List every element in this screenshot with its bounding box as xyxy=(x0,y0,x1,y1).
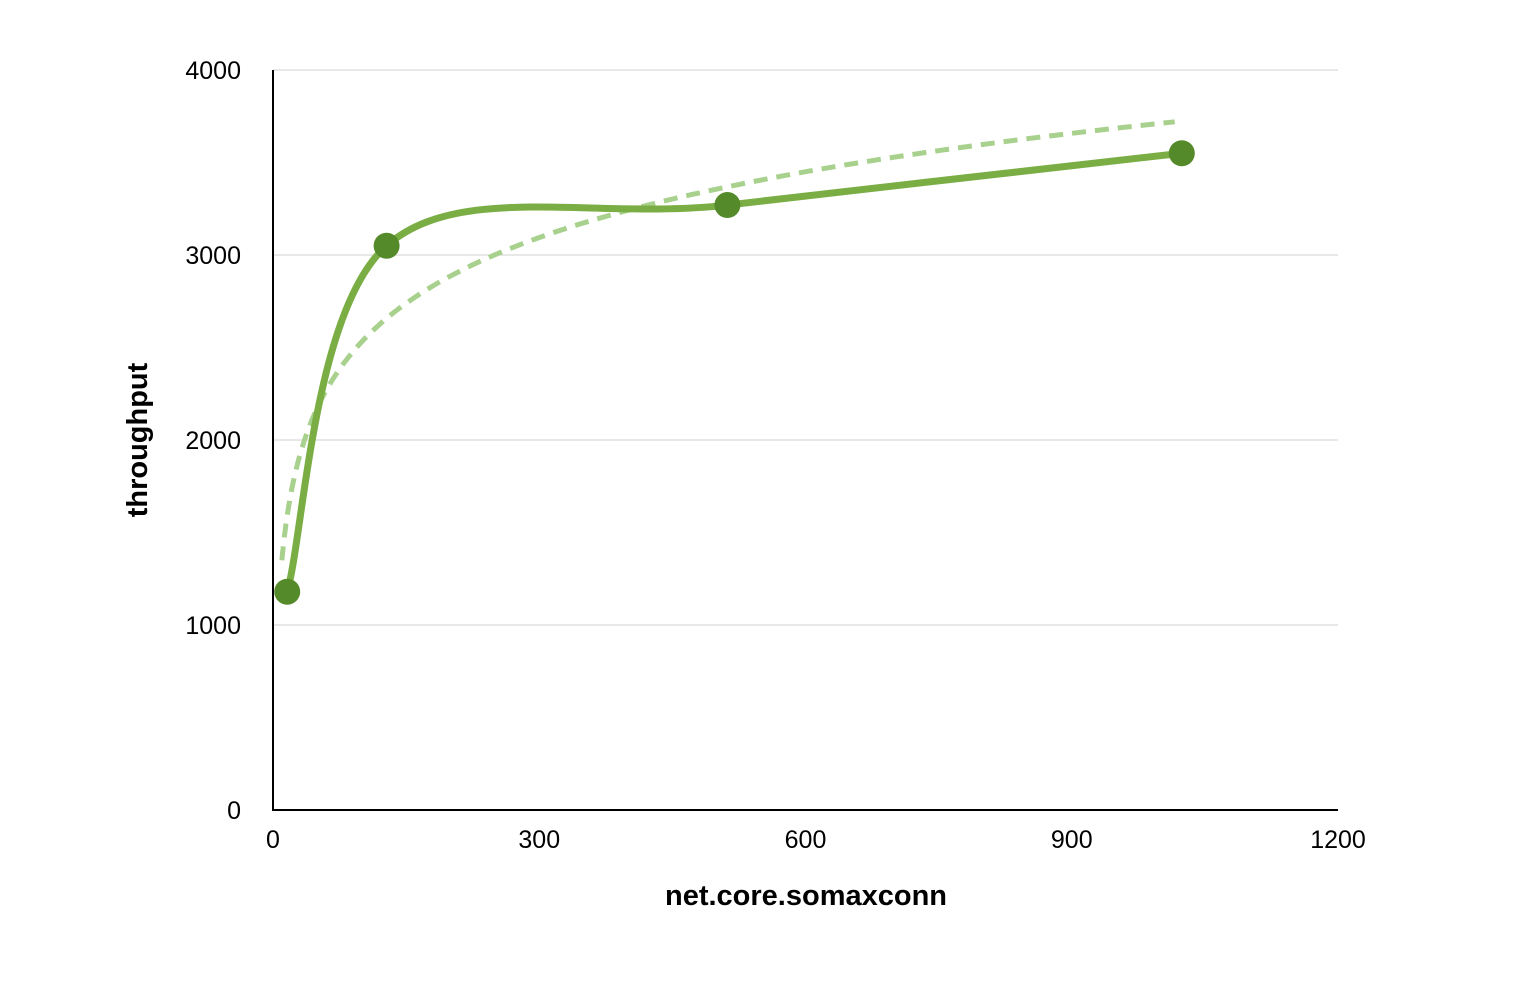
series-line-0 xyxy=(283,149,1186,596)
trendline xyxy=(279,119,1175,561)
data-point-1024 xyxy=(1168,140,1195,167)
x-tick-label-600: 600 xyxy=(785,826,827,854)
series-group xyxy=(274,140,1195,605)
x-tick-label-0: 0 xyxy=(266,826,280,854)
y-tick-label-3000: 3000 xyxy=(185,242,241,270)
y-axis-title: throughput xyxy=(122,362,154,517)
y-tick-label-1000: 1000 xyxy=(185,612,241,640)
y-tick-label-2000: 2000 xyxy=(185,427,241,455)
x-axis-title: net.core.somaxconn xyxy=(665,880,947,912)
gridlines xyxy=(273,69,1338,626)
axes xyxy=(272,70,1338,811)
x-tick-label-900: 900 xyxy=(1051,826,1093,854)
y-tick-label-4000: 4000 xyxy=(185,57,241,85)
y-tick-label-0: 0 xyxy=(227,797,241,825)
trendline-group xyxy=(279,119,1175,561)
data-point-512 xyxy=(714,192,741,219)
tick-labels: 0 1000 2000 3000 4000 0 300 600 900 1200 xyxy=(185,57,1365,854)
x-tick-label-300: 300 xyxy=(518,826,560,854)
data-point-128 xyxy=(373,232,400,259)
x-tick-label-1200: 1200 xyxy=(1310,826,1366,854)
data-point-16 xyxy=(274,578,301,605)
